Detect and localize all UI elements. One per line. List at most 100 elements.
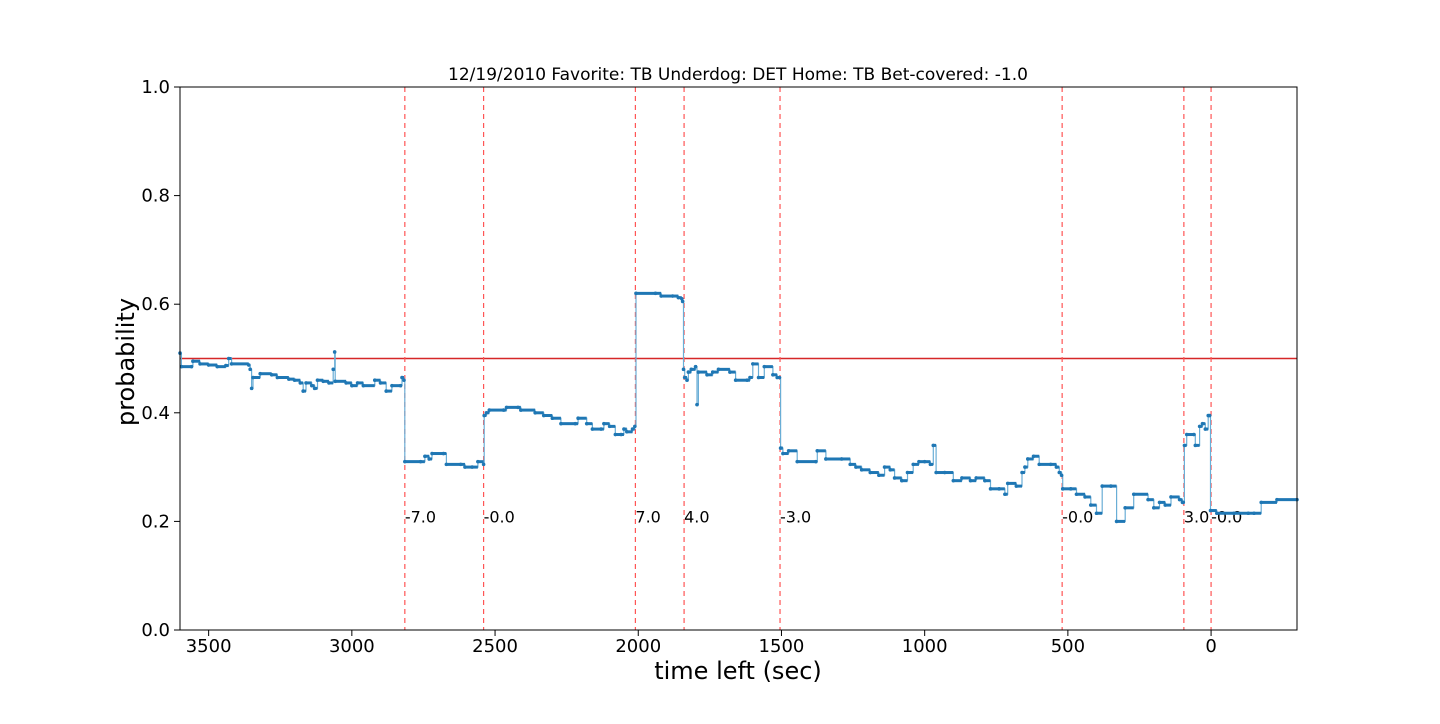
data-point — [224, 363, 228, 368]
data-point — [1109, 484, 1113, 488]
data-point — [922, 459, 927, 464]
data-point — [458, 462, 463, 467]
data-point — [942, 470, 947, 475]
y-tick-label: 0.4 — [141, 403, 170, 424]
data-point — [622, 427, 626, 431]
data-point — [1232, 511, 1236, 516]
data-point — [304, 381, 308, 385]
data-point — [917, 459, 921, 464]
score-event-label: -0.0 — [1062, 507, 1093, 526]
data-point — [968, 478, 973, 483]
data-point — [275, 375, 280, 380]
data-point — [848, 462, 852, 467]
data-point — [1005, 481, 1010, 486]
data-point — [762, 364, 767, 369]
score-event-label: 7.0 — [635, 507, 660, 526]
data-point — [384, 389, 389, 393]
data-point — [599, 427, 603, 431]
data-point — [206, 363, 211, 367]
y-tick-label: 0.8 — [141, 186, 170, 207]
data-point — [1114, 519, 1119, 524]
data-point — [814, 459, 818, 464]
data-point — [501, 408, 506, 412]
data-point — [778, 446, 783, 450]
chart-title: 12/19/2010 Favorite: TB Underdog: DET Ho… — [448, 65, 1028, 85]
data-point — [1023, 465, 1027, 469]
data-point — [815, 449, 820, 453]
data-point — [550, 416, 555, 421]
data-point — [892, 476, 897, 480]
data-point — [1182, 443, 1187, 448]
data-point — [931, 443, 936, 448]
data-point — [269, 372, 274, 377]
data-point — [882, 465, 887, 469]
data-point — [659, 294, 663, 298]
data-point — [331, 367, 336, 372]
data-point — [733, 378, 738, 383]
data-point — [685, 378, 689, 383]
data-point — [1088, 503, 1093, 507]
data-point — [533, 411, 537, 415]
data-point — [951, 478, 956, 483]
data-point — [693, 364, 698, 369]
data-point — [988, 487, 993, 491]
data-point — [745, 378, 749, 383]
data-point — [482, 413, 486, 418]
data-point — [710, 370, 715, 374]
data-point — [680, 299, 685, 304]
data-point — [378, 381, 383, 385]
y-tick-label: 0.0 — [141, 620, 170, 641]
data-point — [191, 359, 195, 364]
data-point — [179, 364, 184, 369]
data-point — [1197, 424, 1202, 429]
data-point — [423, 454, 427, 459]
y-tick-label: 0.6 — [141, 294, 170, 315]
data-point — [403, 459, 407, 464]
data-point — [248, 367, 252, 372]
data-point — [1060, 487, 1065, 491]
data-point — [1020, 470, 1024, 475]
data-point — [751, 362, 755, 366]
data-point — [441, 451, 446, 456]
data-point — [298, 381, 303, 385]
data-point — [839, 457, 844, 461]
data-point — [541, 413, 546, 418]
data-point — [859, 468, 864, 472]
data-point — [226, 356, 231, 361]
data-point — [1037, 462, 1042, 467]
x-tick-label: 2000 — [615, 636, 661, 657]
data-point — [463, 465, 467, 469]
data-point — [781, 451, 785, 456]
data-point — [696, 370, 701, 374]
data-point — [215, 364, 220, 369]
data-point — [824, 457, 828, 461]
y-tick-label: 0.2 — [141, 511, 170, 532]
data-point — [695, 402, 699, 407]
data-point — [590, 427, 595, 431]
data-point — [613, 432, 618, 437]
data-point — [634, 291, 638, 296]
data-point — [321, 379, 326, 384]
data-point — [402, 378, 406, 383]
data-point — [576, 416, 580, 421]
data-point — [573, 421, 578, 426]
data-point — [983, 478, 987, 483]
data-point — [430, 451, 434, 456]
data-point — [516, 405, 520, 410]
data-point — [1014, 484, 1019, 488]
data-point — [427, 457, 431, 461]
x-tick-label: 3500 — [186, 636, 232, 657]
data-point — [854, 465, 858, 469]
data-point — [444, 462, 449, 467]
data-point — [249, 386, 254, 391]
data-point — [372, 378, 377, 383]
data-point — [251, 375, 255, 380]
data-point — [418, 459, 423, 464]
data-point — [786, 449, 791, 453]
data-point — [1207, 413, 1212, 418]
data-point — [198, 362, 202, 366]
data-point — [960, 476, 964, 480]
data-point — [1100, 484, 1105, 488]
